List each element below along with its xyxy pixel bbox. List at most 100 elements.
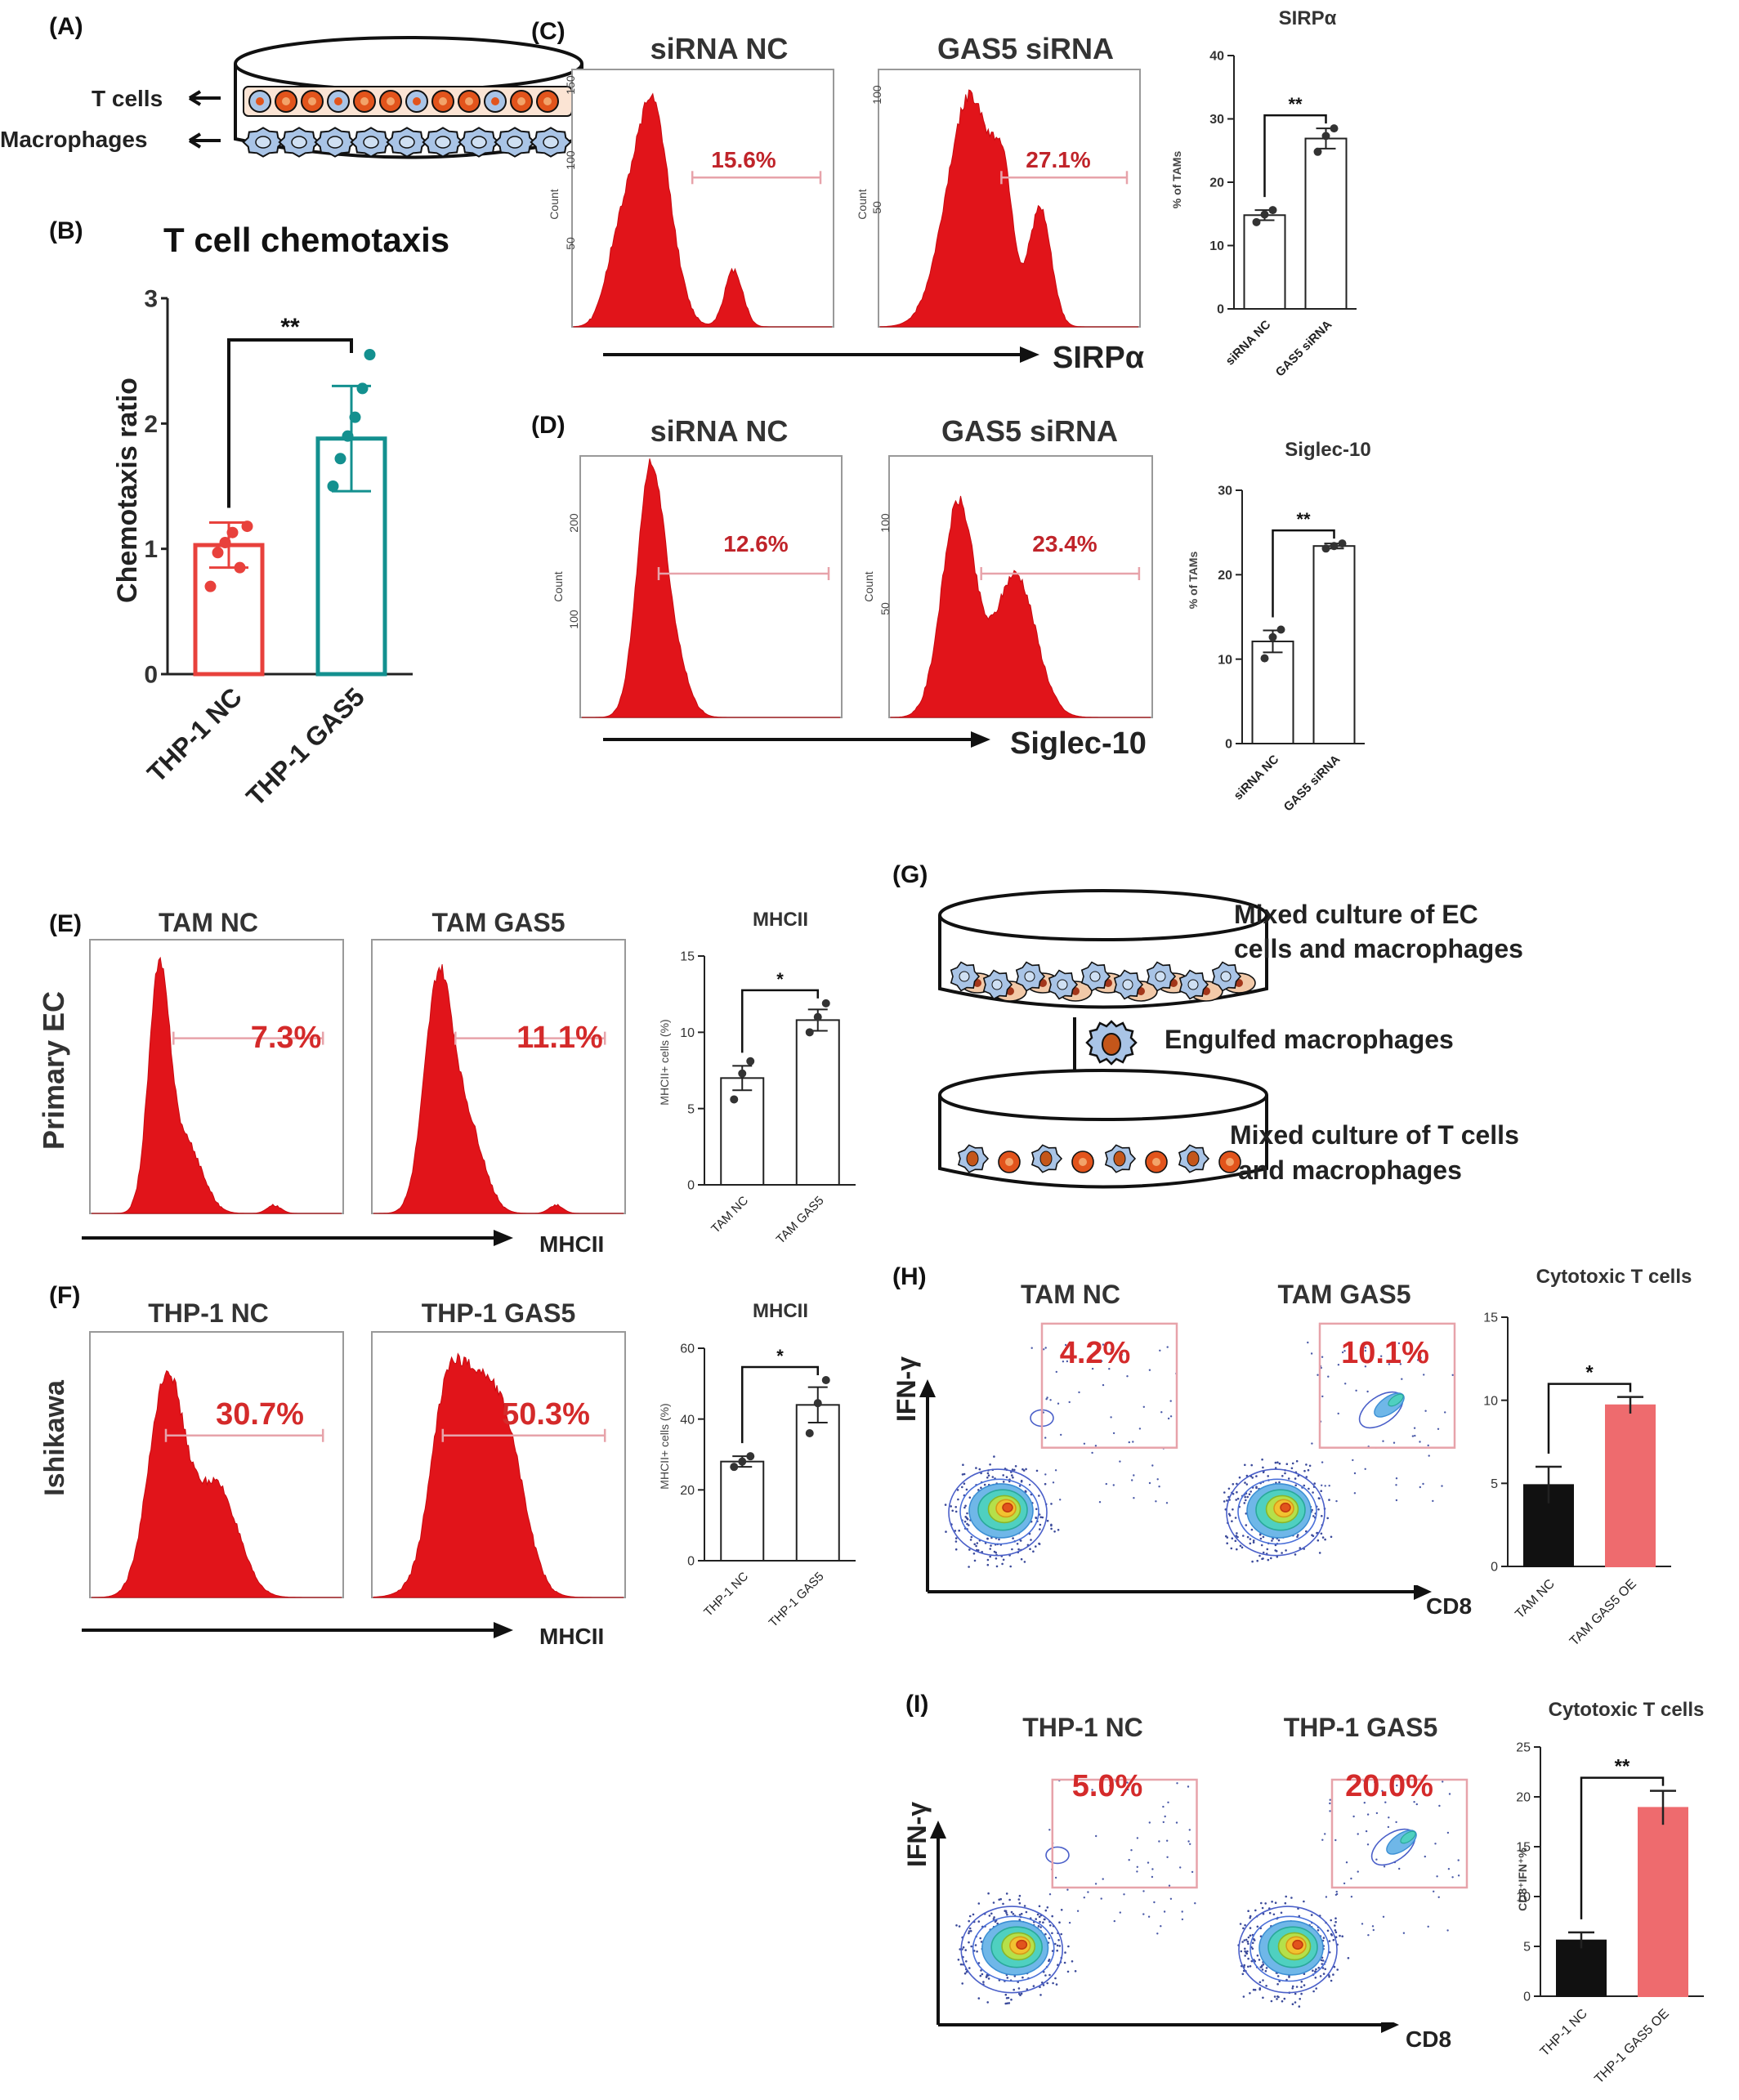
event-dot <box>1054 1942 1057 1946</box>
event-dot <box>1315 1987 1317 1990</box>
event-dot <box>1278 1462 1281 1465</box>
event-dot <box>1164 1815 1166 1818</box>
event-dot <box>1252 1539 1255 1542</box>
event-dot <box>1244 1495 1246 1499</box>
event-dot <box>1294 1484 1297 1487</box>
event-dot <box>1246 1950 1249 1953</box>
event-dot <box>1147 1861 1150 1864</box>
event-dot <box>1032 1550 1035 1553</box>
engulfed-macrophage-icon <box>1085 1020 1138 1066</box>
chart-c-title: SIRPα <box>1279 7 1337 29</box>
data-point <box>1313 147 1322 156</box>
event-dot <box>1419 1356 1422 1359</box>
event-dot <box>1245 1483 1249 1486</box>
event-dot <box>1285 1895 1287 1898</box>
dish-bottom <box>938 1069 1268 1189</box>
event-dot <box>1110 1348 1112 1351</box>
significance-label: ** <box>1615 1756 1630 1778</box>
event-dot <box>1446 1929 1449 1932</box>
event-dot <box>1068 1401 1071 1404</box>
g-text-1a: Mixed culture of EC <box>1234 900 1478 929</box>
event-dot <box>1300 1992 1303 1995</box>
event-dot <box>950 1505 952 1508</box>
event-dot <box>968 1932 970 1935</box>
event-dot <box>1044 1909 1048 1912</box>
event-dot <box>1247 1965 1249 1968</box>
event-dot <box>1427 1444 1429 1447</box>
event-dot <box>1249 1915 1252 1918</box>
data-point <box>226 526 239 538</box>
event-dot <box>1188 1829 1191 1831</box>
chart-i-title: Cytotoxic T cells <box>1549 1699 1705 1721</box>
event-dot <box>1384 1801 1387 1803</box>
event-dot <box>1387 1825 1390 1829</box>
g-text-2: Engulfed macrophages <box>1165 1025 1454 1054</box>
event-dot <box>1236 1497 1240 1500</box>
panel-c: (C) siRNA NC GAS5 siRNA 15.6% 27.1% 150 … <box>531 7 1357 379</box>
event-dot <box>1334 1920 1337 1924</box>
contour-level <box>972 1915 1055 1982</box>
event-dot <box>1451 1374 1454 1377</box>
hist-f2-title: THP-1 GAS5 <box>422 1298 575 1328</box>
event-dot <box>1317 1966 1320 1969</box>
event-dot <box>1083 1897 1086 1899</box>
event-dot <box>1314 1977 1317 1979</box>
event-dot <box>1251 1941 1254 1945</box>
event-dot <box>1226 1499 1228 1502</box>
event-dot <box>945 1530 947 1533</box>
event-dot <box>1287 1477 1290 1480</box>
data-point <box>212 547 224 559</box>
panel-a-label: (A) <box>49 13 83 40</box>
hist-f1-percent: 30.7% <box>216 1397 304 1432</box>
arrow-right-icon <box>494 1230 513 1246</box>
event-dot <box>1267 1475 1269 1477</box>
event-dot <box>1017 1987 1021 1990</box>
flow-i1-title: THP-1 NC <box>1022 1713 1143 1742</box>
histogram-fill <box>582 458 840 718</box>
event-dot <box>1281 1999 1284 2003</box>
event-dot <box>1285 1549 1287 1552</box>
event-dot <box>1256 1954 1259 1957</box>
macrophage-nucleus <box>363 136 379 149</box>
event-dot <box>1012 1913 1015 1915</box>
event-dot <box>1167 1417 1170 1420</box>
hist-e-axis: MHCII <box>539 1231 604 1257</box>
event-dot <box>1446 1831 1450 1834</box>
tick-label: 200 <box>567 513 580 533</box>
flow-h1-percent: 4.2% <box>1060 1336 1131 1370</box>
event-dot <box>1148 1369 1151 1371</box>
t-cell-nucleus <box>282 97 290 105</box>
t-cell-nucleus <box>543 97 552 105</box>
event-dot <box>1311 1534 1313 1536</box>
event-dot <box>1261 1968 1264 1971</box>
contour-level <box>959 1478 1039 1545</box>
chart-c-ylabel: % of TAMs <box>1170 151 1183 209</box>
event-dot <box>991 1476 995 1478</box>
event-dot <box>1131 1479 1133 1481</box>
event-dot <box>1335 1890 1338 1893</box>
event-dot <box>1259 1537 1263 1540</box>
event-dot <box>955 1924 958 1927</box>
event-dot <box>1308 1464 1312 1468</box>
event-dot <box>1395 1821 1397 1824</box>
event-dot <box>1312 1990 1315 1993</box>
flow-i1-percent: 5.0% <box>1072 1769 1143 1803</box>
histogram-fill <box>879 89 1138 328</box>
event-dot <box>1330 1979 1333 1982</box>
event-dot <box>986 1975 988 1977</box>
event-dot <box>1334 1839 1337 1842</box>
event-dot <box>1307 1468 1310 1472</box>
macrophage-nucleus <box>255 136 271 149</box>
y-tick-label: 60 <box>680 1343 695 1356</box>
event-dot <box>1246 1495 1249 1499</box>
hist-e2-percent: 11.1% <box>516 1021 603 1055</box>
event-dot <box>1247 1942 1249 1946</box>
event-dot <box>1366 1390 1369 1393</box>
event-dot <box>1240 1950 1243 1953</box>
event-dot <box>1303 1484 1306 1487</box>
event-dot <box>1422 1482 1424 1486</box>
event-dot <box>1167 1801 1169 1803</box>
event-dot <box>1102 1383 1105 1387</box>
event-dot <box>1365 1780 1367 1783</box>
event-dot <box>1300 1986 1303 1989</box>
